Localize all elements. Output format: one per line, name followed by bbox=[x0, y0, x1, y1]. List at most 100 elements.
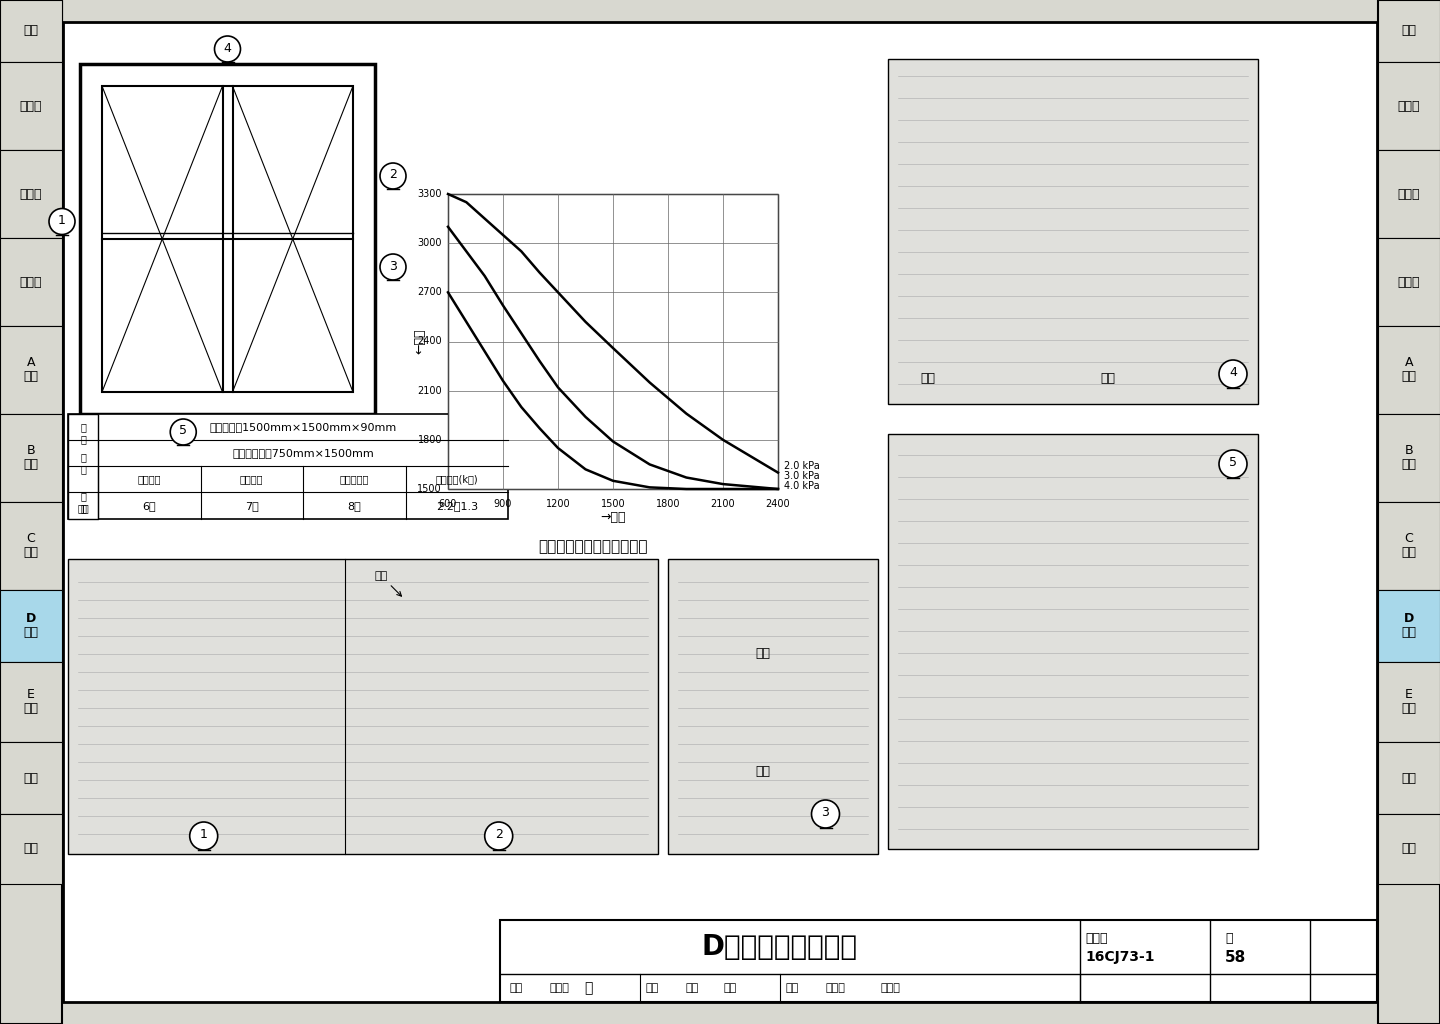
Text: D
品木: D 品木 bbox=[1401, 612, 1417, 640]
Text: →宽度: →宽度 bbox=[600, 511, 626, 524]
Text: 1: 1 bbox=[58, 214, 66, 227]
Text: 设计: 设计 bbox=[785, 983, 798, 993]
Bar bbox=[888, 59, 1259, 404]
Text: 性
能: 性 能 bbox=[81, 453, 86, 474]
Text: 保温性能(k値): 保温性能(k値) bbox=[435, 474, 478, 484]
Bar bbox=[1378, 238, 1440, 326]
Bar bbox=[0, 742, 62, 814]
Bar bbox=[1378, 0, 1440, 62]
Bar bbox=[1378, 414, 1440, 502]
Text: 1: 1 bbox=[200, 828, 207, 842]
Bar bbox=[0, 238, 62, 326]
Text: 室内: 室内 bbox=[1100, 373, 1116, 385]
Circle shape bbox=[1220, 360, 1247, 388]
Text: 性能表: 性能表 bbox=[1398, 275, 1420, 289]
Text: 等级: 等级 bbox=[78, 504, 89, 513]
Text: 900: 900 bbox=[494, 499, 513, 509]
Text: 门窗尺寸：1500mm×1500mm×90mm: 门窗尺寸：1500mm×1500mm×90mm bbox=[209, 422, 396, 432]
Circle shape bbox=[170, 419, 196, 445]
Text: 16CJ73-1: 16CJ73-1 bbox=[1084, 950, 1155, 964]
Bar bbox=[888, 434, 1259, 849]
Text: 毛加俊: 毛加俊 bbox=[880, 983, 900, 993]
Text: 抓: 抓 bbox=[583, 981, 592, 995]
Bar bbox=[1378, 150, 1440, 238]
Bar bbox=[1378, 590, 1440, 662]
Bar bbox=[0, 150, 62, 238]
Text: D
品木: D 品木 bbox=[23, 612, 39, 640]
Text: 指
标: 指 标 bbox=[81, 492, 86, 513]
Text: 2: 2 bbox=[389, 169, 397, 181]
Text: E
优木: E 优木 bbox=[1401, 688, 1417, 716]
Bar bbox=[0, 414, 62, 502]
Text: 选用图: 选用图 bbox=[20, 187, 42, 201]
Text: 气密性能: 气密性能 bbox=[240, 474, 264, 484]
Text: C
悦木: C 悦木 bbox=[23, 532, 39, 559]
Text: 2400: 2400 bbox=[418, 337, 442, 346]
Text: 审核: 审核 bbox=[510, 983, 523, 993]
Text: 7级: 7级 bbox=[245, 501, 259, 511]
Text: 水密性能: 水密性能 bbox=[137, 474, 161, 484]
Bar bbox=[0, 590, 62, 662]
Text: E
优木: E 优木 bbox=[23, 688, 39, 716]
Bar bbox=[448, 194, 778, 489]
Text: 毛加俊: 毛加俊 bbox=[825, 983, 845, 993]
Text: 新风: 新风 bbox=[1401, 771, 1417, 784]
Text: 2400: 2400 bbox=[766, 499, 791, 509]
Text: 3000: 3000 bbox=[418, 239, 442, 248]
Text: 5: 5 bbox=[179, 425, 187, 437]
Text: 总说明: 总说明 bbox=[1398, 99, 1420, 113]
Bar bbox=[0, 62, 62, 150]
Text: 4: 4 bbox=[223, 42, 232, 54]
Text: 2.2～1.3: 2.2～1.3 bbox=[436, 501, 478, 511]
Text: 室外: 室外 bbox=[920, 373, 936, 385]
Bar bbox=[1378, 0, 1440, 1024]
Text: 5: 5 bbox=[1228, 457, 1237, 469]
Circle shape bbox=[812, 800, 840, 828]
Text: 4: 4 bbox=[1230, 367, 1237, 380]
Text: 4.0 kPa: 4.0 kPa bbox=[783, 480, 819, 490]
Text: 3: 3 bbox=[389, 259, 397, 272]
Bar bbox=[0, 0, 62, 62]
Text: A
尊木: A 尊木 bbox=[1401, 356, 1417, 384]
Text: 目录: 目录 bbox=[1401, 25, 1417, 38]
Circle shape bbox=[380, 163, 406, 189]
Circle shape bbox=[1220, 450, 1247, 478]
Bar bbox=[0, 814, 62, 884]
Circle shape bbox=[215, 36, 240, 62]
Text: 58: 58 bbox=[1225, 949, 1246, 965]
Text: 纱窗: 纱窗 bbox=[374, 571, 402, 596]
Text: 8级: 8级 bbox=[347, 501, 361, 511]
Text: 2100: 2100 bbox=[418, 386, 442, 395]
Text: 室外: 室外 bbox=[755, 765, 770, 778]
Text: 其他: 其他 bbox=[1401, 843, 1417, 855]
Text: 活动扇尺寸：750mm×1500mm: 活动扇尺寸：750mm×1500mm bbox=[232, 449, 374, 458]
Bar bbox=[0, 662, 62, 742]
Bar bbox=[500, 920, 1377, 1002]
Text: 2: 2 bbox=[495, 828, 503, 842]
Text: 抗风压性能: 抗风压性能 bbox=[340, 474, 369, 484]
Text: 彭铭: 彭铭 bbox=[723, 983, 737, 993]
Text: A
尊木: A 尊木 bbox=[23, 356, 39, 384]
Bar bbox=[1378, 326, 1440, 414]
Text: 3300: 3300 bbox=[418, 189, 442, 199]
Text: 彭铭: 彭铭 bbox=[685, 983, 698, 993]
Text: 3.0 kPa: 3.0 kPa bbox=[783, 471, 819, 481]
Text: 6级: 6级 bbox=[143, 501, 156, 511]
Circle shape bbox=[49, 209, 75, 234]
Bar bbox=[102, 86, 353, 392]
Bar bbox=[0, 502, 62, 590]
Circle shape bbox=[485, 822, 513, 850]
Bar bbox=[68, 414, 508, 519]
Bar bbox=[668, 559, 878, 854]
Text: 外窗抗风压最大尺寸选用图: 外窗抗风压最大尺寸选用图 bbox=[539, 539, 648, 554]
Text: B
享木: B 享木 bbox=[23, 444, 39, 471]
Text: C
悦木: C 悦木 bbox=[1401, 532, 1417, 559]
Text: 1200: 1200 bbox=[546, 499, 570, 509]
Text: 2100: 2100 bbox=[711, 499, 736, 509]
Text: 室内: 室内 bbox=[755, 647, 770, 659]
Text: ←框距: ←框距 bbox=[413, 329, 426, 354]
Circle shape bbox=[380, 254, 406, 280]
Text: 1500: 1500 bbox=[600, 499, 625, 509]
Text: 页: 页 bbox=[1225, 933, 1233, 945]
Text: 校对: 校对 bbox=[645, 983, 658, 993]
